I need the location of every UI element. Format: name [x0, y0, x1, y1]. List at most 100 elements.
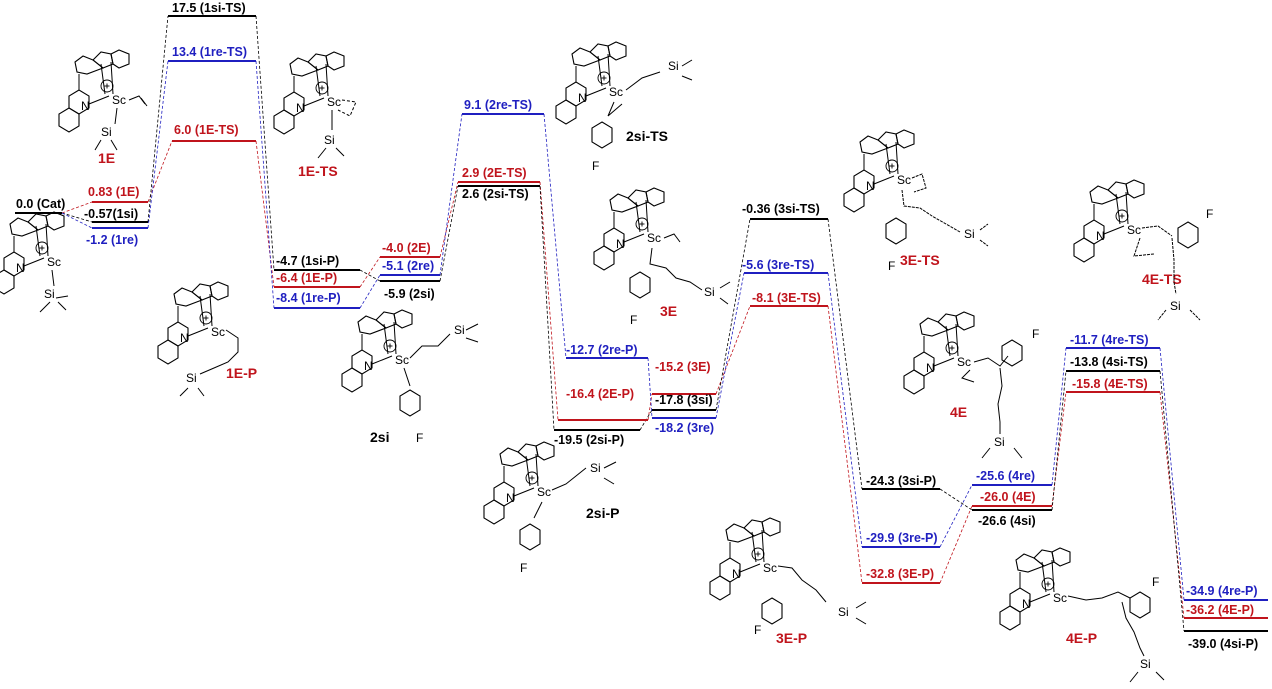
connector-si4-ts4si — [1051, 370, 1067, 511]
connector-si3-ts3si — [715, 218, 751, 411]
structure-2si-TS: Sc N Si F — [555, 41, 693, 173]
svg-text:F: F — [1206, 207, 1213, 221]
svg-text:F: F — [754, 623, 761, 637]
svg-text:N: N — [616, 237, 625, 251]
level-label-4si-TS: -13.8 (4si-TS) — [1070, 355, 1148, 369]
structure-3E-TS: Sc N Si F — [843, 129, 989, 273]
svg-text:N: N — [1096, 229, 1105, 243]
connector-ts1si-p1si — [255, 15, 275, 271]
level-label-2E: -4.0 (2E) — [382, 241, 431, 255]
svg-text:Si: Si — [1140, 657, 1151, 671]
connector-re2-ts2re — [439, 113, 463, 276]
svg-text:N: N — [16, 261, 25, 275]
svg-text:Si: Si — [838, 605, 849, 619]
level-label-3re-P: -29.9 (3re-P) — [866, 531, 938, 545]
connector-ts2re-p2re — [543, 113, 567, 359]
svg-text:Si: Si — [454, 323, 465, 337]
level-label-3E-P: -32.8 (3E-P) — [866, 567, 934, 581]
connector-e4-ts4e — [1051, 391, 1067, 507]
energy-levels — [15, 15, 1268, 632]
svg-text:N: N — [866, 179, 875, 193]
svg-text:Sc: Sc — [647, 231, 661, 245]
structure-4E: Sc N Si F — [903, 311, 1039, 459]
level-label-1E-TS: 6.0 (1E-TS) — [174, 123, 239, 137]
compound-label-3E-TS: 3E-TS — [900, 252, 940, 268]
svg-text:Si: Si — [964, 227, 975, 241]
level-label-2re-TS: 9.1 (2re-TS) — [464, 98, 532, 112]
connector-e3-ts3e — [715, 305, 751, 395]
svg-text:N: N — [732, 567, 741, 581]
svg-text:Sc: Sc — [763, 561, 777, 575]
connector-e2-ts2e — [439, 181, 459, 258]
level-label-2E-P: -16.4 (2E-P) — [566, 387, 634, 401]
level-label-cat: 0.0 (Cat) — [16, 197, 65, 211]
connector-ts2e-p2e — [539, 181, 559, 421]
compound-label-1E-TS: 1E-TS — [298, 163, 338, 179]
level-label-3re-TS: -5.6 (3re-TS) — [742, 258, 814, 272]
level-label-1re-TS: 13.4 (1re-TS) — [172, 45, 247, 59]
compound-label-2si-TS: 2si-TS — [626, 128, 668, 144]
level-label-4E-TS: -15.8 (4E-TS) — [1072, 377, 1148, 391]
compound-label-3E-P: 3E-P — [776, 630, 807, 646]
structure-1E-TS: Sc N Si — [273, 51, 357, 159]
svg-text:F: F — [888, 259, 895, 273]
connector-si2-ts2si — [439, 185, 459, 282]
connector-re3-ts3re — [715, 272, 745, 419]
svg-text:N: N — [578, 91, 587, 105]
compound-labels: 1E 1E-TS 1E-P 2si 2si-TS 2si-P 3E 3E-TS … — [98, 128, 1182, 646]
svg-text:Sc: Sc — [609, 85, 623, 99]
svg-text:Sc: Sc — [112, 93, 126, 107]
connector-p3si-si4 — [939, 488, 973, 511]
connector-re1-ts1re — [147, 60, 169, 229]
svg-text:N: N — [1022, 597, 1031, 611]
structure-cat: Sc N Si — [0, 211, 69, 313]
level-label-4si: -26.6 (4si) — [978, 514, 1036, 528]
svg-text:Si: Si — [590, 461, 601, 475]
svg-text:Sc: Sc — [327, 95, 341, 109]
connector-p1si-si2 — [359, 269, 381, 282]
svg-text:F: F — [520, 561, 527, 575]
structure-4E-P: Sc N Si F — [999, 547, 1165, 683]
level-label-1si-P: -4.7 (1si-P) — [276, 254, 339, 268]
compound-label-4E-P: 4E-P — [1066, 630, 1097, 646]
connector-ts3si-p3si — [827, 218, 863, 490]
compound-label-3E: 3E — [660, 303, 677, 319]
svg-text:N: N — [296, 101, 305, 115]
svg-text:Sc: Sc — [537, 485, 551, 499]
svg-text:Sc: Sc — [47, 255, 61, 269]
connector-p3e-e4 — [939, 505, 973, 584]
level-label-2si: -5.9 (2si) — [384, 287, 435, 301]
svg-text:N: N — [180, 331, 189, 345]
connector-ts1re-p1re — [255, 60, 275, 309]
level-label-2re-P: -12.7 (2re-P) — [566, 343, 638, 357]
structure-3E-P: Sc N Si F — [709, 517, 867, 637]
level-label-3si-TS: -0.36 (3si-TS) — [742, 202, 820, 216]
connector-p2re-re3 — [647, 357, 653, 419]
level-label-3si: -17.8 (3si) — [655, 393, 713, 407]
level-label-4si-P: -39.0 (4si-P) — [1188, 637, 1258, 651]
level-label-1E: 0.83 (1E) — [88, 185, 139, 199]
connector-p1e-e2 — [359, 256, 381, 288]
connector-ts4re-p4re — [1159, 347, 1185, 601]
connector-ts4e-p4e — [1159, 391, 1185, 619]
structure-1E: Sc N Si — [58, 49, 148, 151]
svg-text:N: N — [506, 491, 515, 505]
level-label-3si-P: -24.3 (3si-P) — [866, 474, 936, 488]
level-label-1re: -1.2 (1re) — [86, 233, 138, 247]
level-labels: 0.0 (Cat) 0.83 (1E) -0.57(1si) -1.2 (1re… — [16, 1, 1258, 651]
connector-e1-ts1e — [147, 140, 173, 203]
level-label-3re: -18.2 (3re) — [655, 421, 714, 435]
level-label-2si-TS: 2.6 (2si-TS) — [462, 187, 529, 201]
svg-text:Sc: Sc — [1127, 223, 1141, 237]
level-label-4re: -25.6 (4re) — [976, 469, 1035, 483]
structure-4E-TS: Sc N Si F — [1073, 179, 1213, 321]
level-label-1E-P: -6.4 (1E-P) — [276, 271, 337, 285]
svg-text:Si: Si — [704, 285, 715, 299]
connector-cat-re1 — [61, 212, 93, 229]
connector-ts3e-p3e — [827, 305, 863, 584]
svg-text:Si: Si — [668, 59, 679, 73]
compound-label-1E: 1E — [98, 150, 115, 166]
structure-2si: Sc N Si F — [341, 309, 479, 445]
level-label-4re-P: -34.9 (4re-P) — [1186, 584, 1258, 598]
svg-text:Sc: Sc — [211, 325, 225, 339]
